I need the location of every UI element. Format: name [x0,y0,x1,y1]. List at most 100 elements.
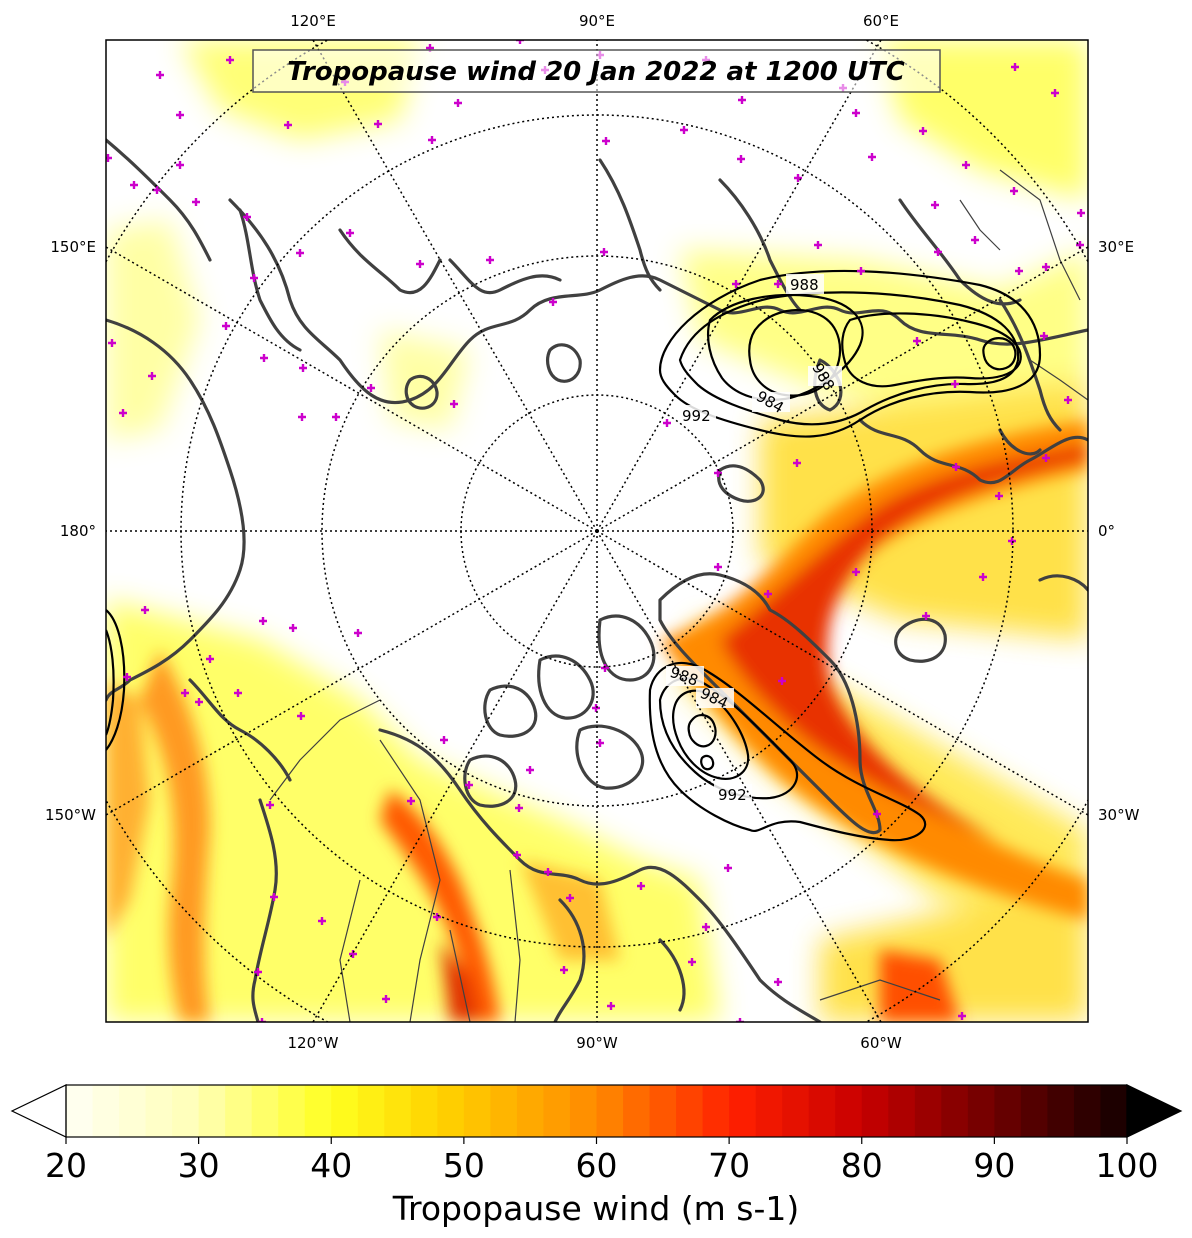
station-marker [234,689,242,697]
colorbar-band [967,1085,995,1137]
colorbar-band [225,1085,253,1137]
station-marker [526,766,534,774]
station-marker [852,568,860,576]
station-marker [544,868,552,876]
colorbar-band [702,1085,730,1137]
station-marker [931,201,939,209]
colorbar-band [861,1085,889,1137]
station-marker [958,1012,966,1020]
station-marker [354,629,362,637]
station-marker [428,136,436,144]
station-marker [222,322,230,330]
map-frame [105,39,1089,1023]
map-panel: 988 988 984 992 988 984 992 [106,40,1088,1022]
station-marker [141,606,149,614]
map-title: Tropopause wind 20 Jan 2022 at 1200 UTC [287,57,905,87]
station-marker [814,241,822,249]
station-marker [270,893,278,901]
station-marker [724,864,732,872]
station-marker [1040,332,1048,340]
colorbar-band [145,1085,173,1137]
station-marker [297,712,305,720]
colorbar-band [1020,1085,1049,1137]
station-marker [736,1018,744,1022]
station-marker [513,851,521,859]
lon-label-top: 120°E [290,12,336,30]
station-marker [1010,187,1018,195]
station-marker [738,96,746,104]
station-marker [637,882,645,890]
station-marker [979,573,987,581]
colorbar-band [251,1085,279,1137]
station-marker [259,617,267,625]
station-marker [123,673,131,681]
colorbar-band [888,1085,916,1137]
station-marker [1015,267,1023,275]
colorbar-band [729,1085,757,1137]
station-marker [226,56,234,64]
coastlines [106,138,1088,1022]
station-marker [1011,63,1019,71]
station-marker [602,137,610,145]
station-marker [952,463,960,471]
lon-label-left: 180° [60,522,96,540]
station-marker [873,810,881,818]
colorbar-band [92,1085,120,1137]
station-marker [332,413,340,421]
station-marker [346,229,354,237]
station-marker [1008,537,1016,545]
station-marker [732,280,740,288]
station-marker [515,804,523,812]
lon-label-top: 90°E [579,12,615,30]
colorbar-tick-label: 60 [576,1146,618,1185]
colorbar-band [331,1085,359,1137]
station-marker [951,380,959,388]
colorbar-band [304,1085,332,1137]
station-marker [176,111,184,119]
colorbar-band [1047,1085,1075,1137]
colorbar-band [994,1085,1022,1137]
station-marker [299,364,307,372]
station-marker [778,677,786,685]
station-marker [176,161,184,169]
station-marker [1042,263,1050,271]
colorbar-band [941,1085,969,1137]
station-marker [382,995,390,1003]
station-marker [433,913,441,921]
colorbar-band [543,1085,571,1137]
station-marker [243,213,251,221]
contour-label: 988 [790,276,819,294]
contour-label: 992 [682,407,711,425]
colorbar-bands [66,1085,1128,1137]
station-marker [195,698,203,706]
station-marker [454,99,462,107]
colorbar-tick-label: 40 [310,1146,352,1185]
station-marker [934,248,942,256]
station-marker [181,689,189,697]
colorbar-label: Tropopause wind (m s-1) [392,1189,800,1228]
station-marker [1077,209,1085,217]
station-marker [258,1018,266,1022]
station-marker [1051,89,1059,97]
station-marker [549,298,557,306]
station-marker [592,704,600,712]
station-marker [486,256,494,264]
station-marker [857,267,865,275]
colorbar-band [437,1085,465,1137]
station-marker [852,109,860,117]
station-marker [600,248,608,256]
station-markers [106,40,1085,1022]
station-marker [774,978,782,986]
station-marker [922,612,930,620]
colorbar-band [755,1085,783,1137]
lon-label-bottom: 60°W [860,1034,902,1052]
station-marker [465,781,473,789]
station-marker [440,736,448,744]
station-marker [962,161,970,169]
lon-label-left: 150°E [50,238,96,256]
station-marker [774,280,782,288]
station-marker [153,186,161,194]
lon-label-bottom: 90°W [576,1034,618,1052]
station-marker [560,966,568,974]
colorbar-band [835,1085,863,1137]
